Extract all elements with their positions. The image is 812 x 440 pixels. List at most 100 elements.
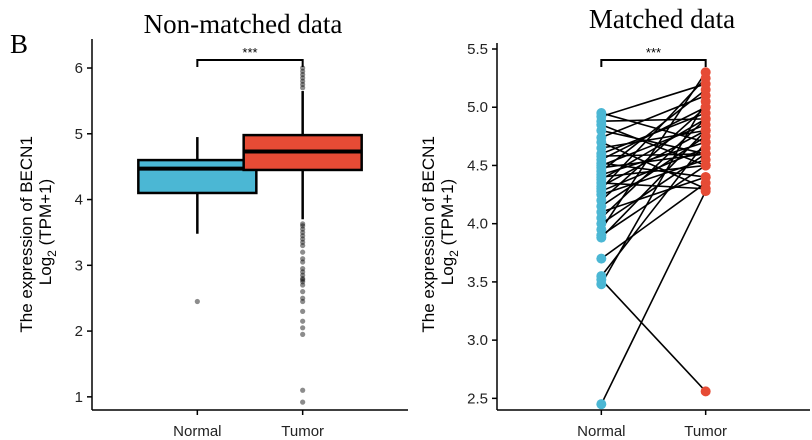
chart2-ytick-label: 3.0: [467, 332, 488, 349]
chart1-ytick-label: 2: [75, 323, 83, 340]
chart2-pair-lines: [600, 71, 707, 405]
chart2-pair-line: [601, 153, 706, 169]
chart1-ytick-label: 4: [75, 192, 83, 209]
chart2-ylabel-log: Log: [438, 257, 457, 285]
chart2-pair-line: [600, 129, 707, 239]
chart2-pair-line: [600, 77, 707, 190]
chart1-xtick-label: Tumor: [281, 423, 324, 440]
chart2-xtick-label: Tumor: [684, 423, 727, 440]
chart1-outlier-point: [300, 239, 306, 245]
chart2-tumor-point: [700, 96, 711, 107]
chart1-outlier-point: [300, 298, 306, 305]
chart2-axes: 2.5 3.0 3.5 4.0 4.5 5.0 5.5 Normal Tumor: [467, 41, 810, 440]
chart1-significance: ***: [242, 45, 257, 60]
chart2-tumor-point: [700, 113, 711, 124]
chart1-outlier-point: [300, 242, 306, 249]
chart1-ylabel-line1: The expression of BECN1: [17, 136, 36, 333]
chart2-ytick-label: 3.5: [467, 274, 488, 291]
chart1-outlier-point: [300, 249, 306, 255]
chart1-ylabel-line2: Log2 (TPM+1): [36, 179, 59, 285]
chart2-tumor-point: [700, 160, 711, 171]
chart2-ytick-label: 5.0: [467, 99, 488, 116]
chart2-pair-line: [601, 153, 706, 157]
chart1-outlier-point: [300, 256, 306, 262]
chart1-outlier-point: [300, 65, 306, 71]
chart1-outlier-point: [300, 229, 306, 236]
chart1-ytick-label: 1: [75, 389, 83, 406]
chart2-significance-bracket: ***: [600, 45, 707, 67]
chart2-ytick-label: 4.5: [467, 157, 488, 174]
chart1-outlier-point: [300, 233, 306, 239]
chart2-ylabel-rest: (TPM+1): [438, 179, 457, 250]
chart2-pair-line: [601, 83, 706, 118]
chart2-xtick-label: Normal: [577, 423, 625, 440]
chart2-pair-line: [600, 129, 707, 188]
chart2-pair-line: [600, 279, 707, 392]
chart2-normal-point: [596, 232, 607, 243]
chart1-outlier-point: [300, 277, 306, 283]
chart1-outlier-point: [300, 275, 306, 282]
chart1-outlier-point: [300, 399, 306, 405]
chart2-pair-line: [601, 112, 706, 143]
chart1-outlier-point: [300, 279, 306, 285]
chart1-outlier-point: [300, 75, 306, 81]
chart1-title: Non-matched data: [144, 9, 343, 39]
chart2-tumor-point: [700, 148, 711, 159]
chart2-pair-line: [601, 176, 706, 213]
chart1-outlier-point: [300, 259, 306, 265]
chart1-axes: 1 2 3 4 5 6 Normal Tumor: [75, 39, 408, 440]
chart1-significance-bracket: ***: [196, 45, 304, 67]
chart1-outlier-point: [300, 78, 306, 84]
chart1-marks: [137, 65, 363, 405]
chart2-ytick-label: 5.5: [467, 41, 488, 58]
chart2-ytick-label: 4.0: [467, 216, 488, 233]
chart1-outlier-point: [300, 318, 306, 324]
chart1-outlier-point: [300, 295, 306, 301]
chart2-pair-line: [600, 182, 707, 260]
chart1-outlier-point: [300, 71, 306, 78]
chart1-ytick-label: 3: [75, 257, 83, 274]
panel-letter: B: [10, 29, 28, 59]
nonmatched-boxplot: Non-matched data The expression of BECN1…: [17, 9, 408, 440]
chart2-ylabel: The expression of BECN1 Log2 (TPM+1): [419, 131, 461, 332]
chart1-xtick-label: Normal: [173, 423, 221, 440]
chart2-pair-line: [600, 118, 707, 219]
chart2-normal-point: [596, 253, 607, 264]
chart1-outlier-point: [300, 331, 306, 337]
chart2-pair-line: [600, 190, 707, 405]
chart2-pair-line: [600, 71, 707, 230]
chart2-title: Matched data: [589, 4, 735, 34]
chart1-outlier-point: [300, 85, 306, 91]
chart1-outlier-point: [300, 272, 306, 278]
chart1-outlier-point: [300, 226, 306, 232]
chart2-tumor-point: [700, 186, 711, 197]
chart2-ylabel-line2: Log2 (TPM+1): [438, 179, 461, 285]
chart2-normal-point: [596, 125, 607, 136]
chart2-tumor-point: [700, 125, 711, 136]
chart1-ylabel-log: Log: [36, 257, 55, 285]
chart1-outlier-point: [300, 387, 306, 393]
chart2-pair-line: [601, 141, 706, 190]
chart2-tumor-point: [700, 177, 711, 188]
chart1-outlier-point: [194, 298, 200, 305]
chart2-pair-line: [601, 129, 706, 155]
chart1-outlier-point: [300, 81, 306, 88]
chart1-outlier-point: [300, 308, 306, 314]
chart1-ylabel-sub: 2: [45, 250, 59, 257]
chart1-ytick-label: 6: [75, 60, 83, 77]
chart2-significance: ***: [646, 45, 661, 60]
chart2-tumor-point: [700, 84, 711, 95]
chart1-ylabel: The expression of BECN1 Log2 (TPM+1): [17, 131, 59, 332]
chart1-outlier-point: [300, 223, 306, 229]
chart1-outlier-point: [300, 282, 306, 288]
chart2-tumor-point: [700, 137, 711, 148]
chart1-outlier-point: [300, 269, 306, 275]
chart2-pair-line: [600, 164, 707, 236]
chart1-outlier-point: [300, 68, 306, 74]
chart1-ylabel-rest: (TPM+1): [36, 179, 55, 250]
chart2-normal-point: [596, 279, 607, 290]
chart1-outlier-point: [300, 289, 306, 295]
chart2-pair-line: [600, 101, 707, 285]
chart1-outlier-point: [300, 325, 306, 331]
